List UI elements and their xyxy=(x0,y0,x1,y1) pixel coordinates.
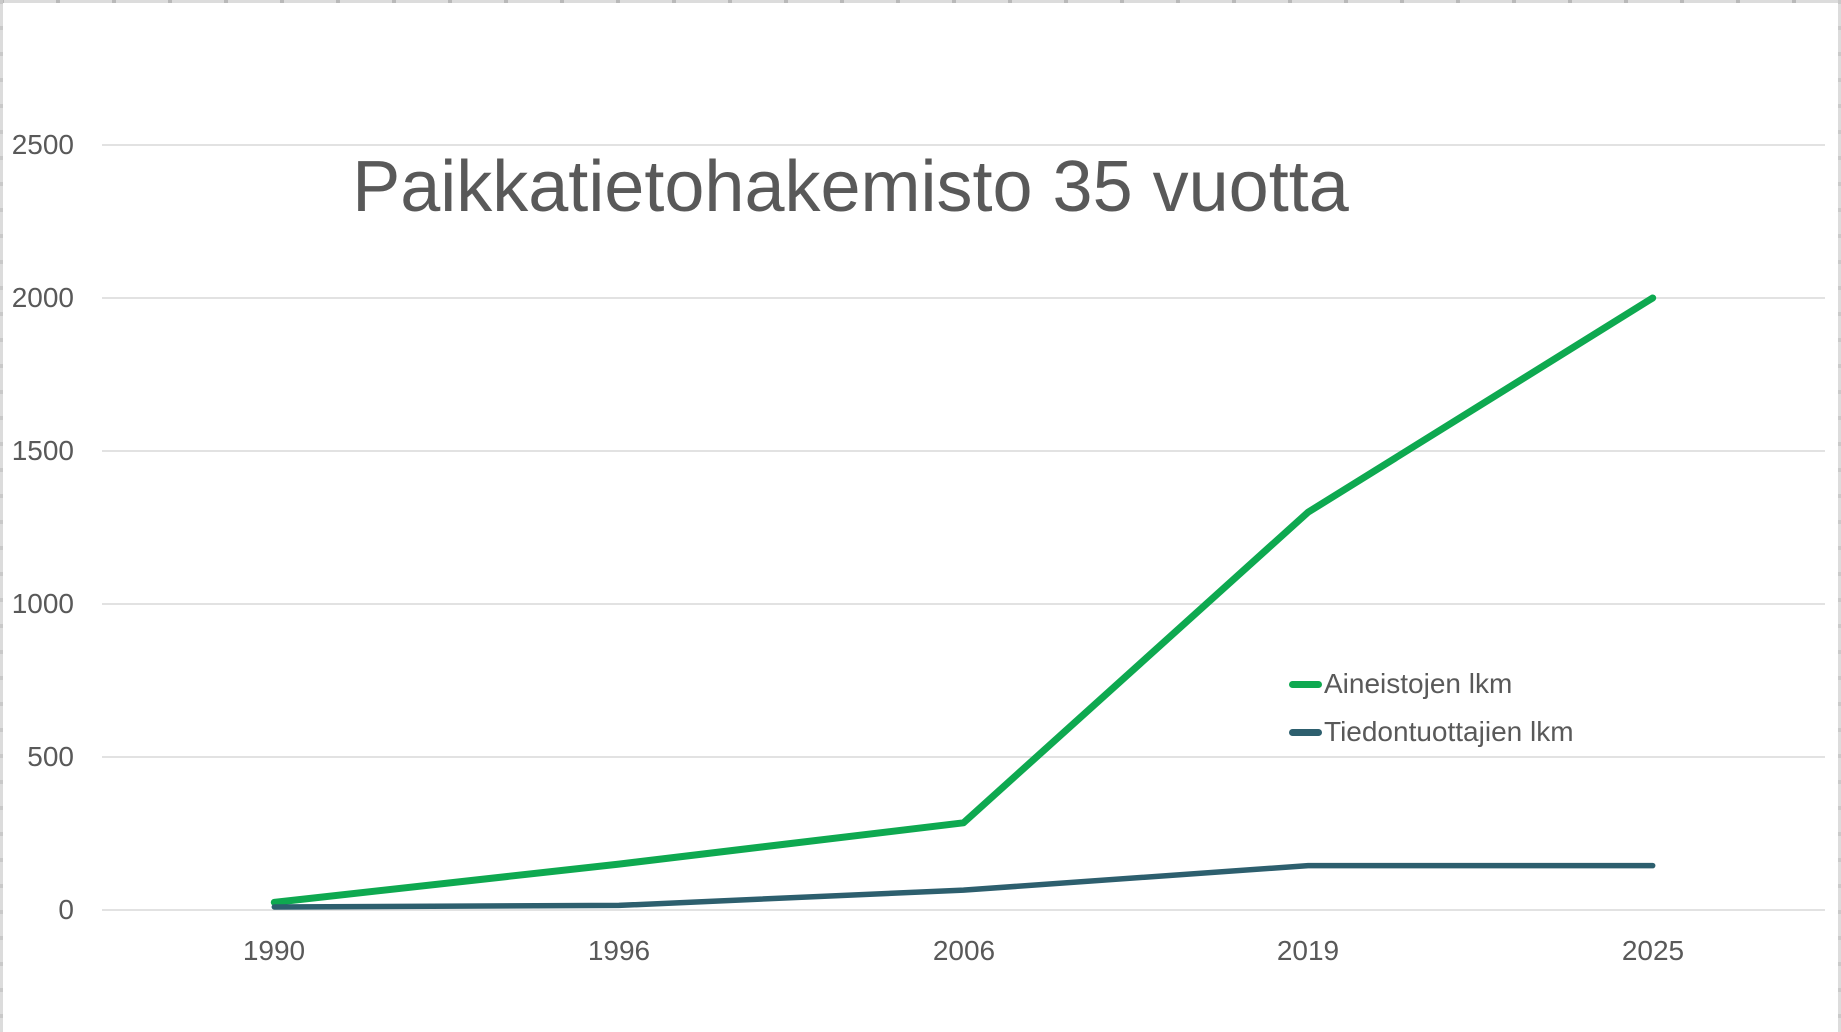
gridlines xyxy=(102,144,1825,911)
series-line-aineistojen-lkm[interactable] xyxy=(270,294,1657,906)
legend-label: Tiedontuottajien lkm xyxy=(1324,716,1574,747)
y-axis-tick-label: 1500 xyxy=(11,435,74,466)
x-axis-category-label: 1990 xyxy=(242,935,306,966)
selection-border-left xyxy=(0,0,3,1032)
series-lines xyxy=(270,294,1657,910)
legend-item-tiedontuottajien-lkm[interactable]: Tiedontuottajien lkm xyxy=(1289,708,1574,756)
y-axis-tick-label: 2500 xyxy=(11,129,74,160)
y-axis-tick-label: 2000 xyxy=(11,282,74,313)
y-axis-tick-label: 500 xyxy=(27,741,74,772)
y-axis-tick-label: 1000 xyxy=(11,588,74,619)
chart-title[interactable]: Paikkatietohakemisto 35 vuotta xyxy=(352,147,1349,227)
legend-label: Aineistojen lkm xyxy=(1324,668,1513,699)
x-axis-category-label: 2006 xyxy=(932,935,996,966)
x-axis-category-label: 2019 xyxy=(1276,935,1340,966)
legend-item-aineistojen-lkm[interactable]: Aineistojen lkm xyxy=(1289,660,1574,708)
selection-border-top xyxy=(0,0,1841,3)
x-axis-category-label: 1996 xyxy=(587,935,651,966)
legend-line-marker xyxy=(1289,728,1322,736)
chart-legend: Aineistojen lkm Tiedontuottajien lkm xyxy=(1289,660,1574,756)
legend-line-marker xyxy=(1289,680,1322,688)
x-axis-category-label: 2025 xyxy=(1621,935,1685,966)
selection-border-right xyxy=(1838,0,1841,1032)
y-axis-tick-label: 0 xyxy=(58,894,74,925)
series-line-tiedontuottajien-lkm[interactable] xyxy=(271,862,1656,910)
